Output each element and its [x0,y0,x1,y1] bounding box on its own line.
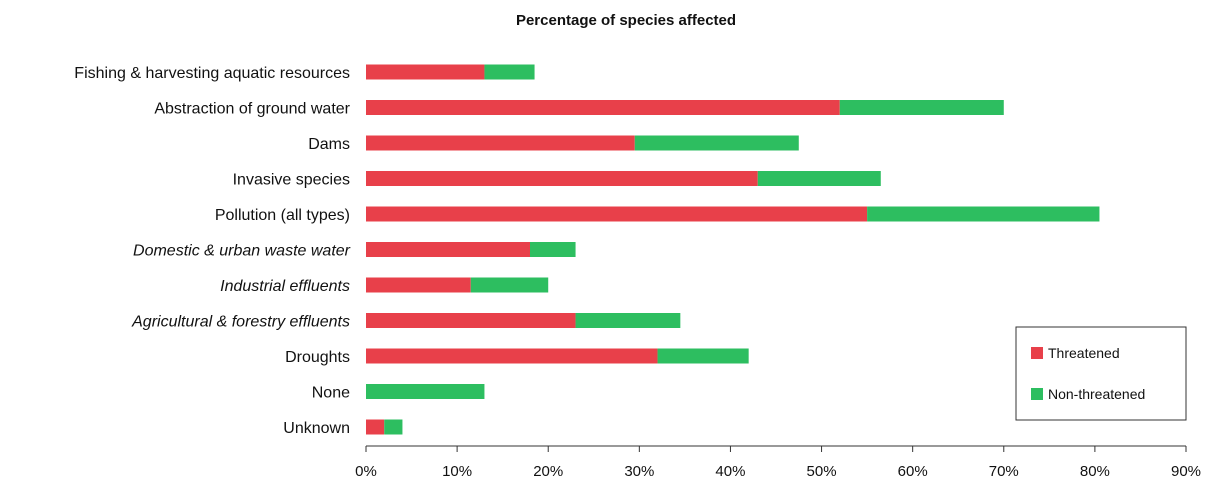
bar-threatened [366,135,635,151]
bar-non-threatened [470,277,549,293]
bar-threatened [366,242,530,257]
bar-non-threatened [484,64,535,80]
bars-group [366,64,1100,435]
legend-label: Non-threatened [1048,386,1145,402]
bar-non-threatened [657,348,749,364]
bar-non-threatened [366,384,485,399]
x-tick-label: 30% [624,463,654,480]
bar-non-threatened [575,313,681,328]
category-label: Droughts [285,349,350,366]
legend-swatch [1031,388,1043,400]
x-tick-label: 70% [989,463,1019,480]
bar-threatened [366,419,385,435]
legend-label: Threatened [1048,345,1120,361]
bar-threatened [366,100,840,115]
x-axis: 0% 10% 20% 30% 40% 50% 60% 70% 80% 90% [355,445,1201,480]
bar-threatened [366,313,576,328]
bar-non-threatened [384,419,403,435]
category-label: None [312,385,350,402]
bar-non-threatened [867,206,1100,222]
category-label: Agricultural & forestry effluents [131,314,350,331]
bar-threatened [366,171,758,186]
category-label: Domestic & urban waste water [133,243,351,260]
category-label: Pollution (all types) [215,207,350,224]
legend-box [1015,326,1187,421]
legend-swatch [1031,347,1043,359]
x-tick-label: 60% [898,463,928,480]
x-tick-label: 10% [442,463,472,480]
category-label: Unknown [283,420,350,437]
category-label: Invasive species [233,172,350,189]
category-label: Industrial effluents [220,278,350,295]
category-label: Fishing & harvesting aquatic resources [74,65,350,82]
x-tick-label: 80% [1080,463,1110,480]
x-tick-label: 40% [715,463,745,480]
x-tick-label: 0% [355,463,377,480]
legend: Threatened Non-threatened [1015,326,1187,421]
x-tick-label: 50% [807,463,837,480]
bar-threatened [366,277,471,293]
bar-threatened [366,64,485,80]
category-label: Abstraction of ground water [154,101,350,118]
bar-threatened [366,348,658,364]
x-tick-label: 20% [533,463,563,480]
chart-title: Percentage of species affected [516,12,736,29]
bar-threatened [366,206,868,222]
category-label: Dams [308,136,350,153]
bar-non-threatened [530,242,576,257]
x-tick-label: 90% [1171,463,1201,480]
bar-non-threatened [757,171,881,186]
category-labels: Fishing & harvesting aquatic resources Ab… [74,65,350,437]
bar-non-threatened [839,100,1004,115]
bar-non-threatened [634,135,799,151]
